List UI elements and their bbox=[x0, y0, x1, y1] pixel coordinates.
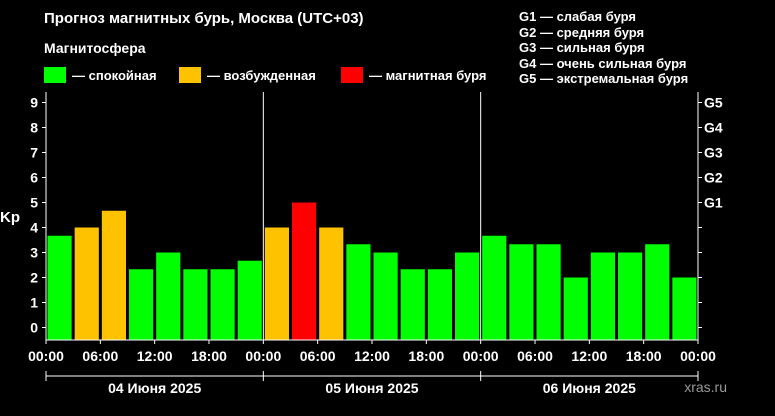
y-tick-label: 4 bbox=[30, 220, 38, 236]
y-tick-label: 2 bbox=[30, 270, 38, 286]
y-tick-label: 9 bbox=[30, 95, 38, 111]
x-tick-label: 00:00 bbox=[463, 348, 499, 364]
watermark: xras.ru bbox=[684, 379, 727, 395]
x-tick-label: 18:00 bbox=[626, 348, 662, 364]
legend-label-storm: — магнитная буря bbox=[369, 67, 487, 83]
kp-bar bbox=[346, 244, 371, 340]
x-tick-label: 18:00 bbox=[191, 348, 227, 364]
legend-title: Магнитосфера bbox=[44, 40, 146, 56]
kp-bar bbox=[101, 210, 126, 340]
kp-bar bbox=[672, 277, 697, 340]
x-tick-label: 00:00 bbox=[28, 348, 64, 364]
g-scale-tick-label: G1 bbox=[704, 195, 723, 211]
y-tick-label: 8 bbox=[30, 120, 38, 136]
g-scale-item-g3: G3 — сильная буря bbox=[519, 40, 645, 55]
legend-swatch-quiet bbox=[44, 67, 66, 83]
g-scale-item-g5: G5 — экстремальная буря bbox=[519, 71, 689, 86]
g-scale-item-g1: G1 — слабая буря bbox=[519, 9, 637, 24]
day-label: 05 Июня 2025 bbox=[325, 380, 418, 396]
x-tick-label: 12:00 bbox=[354, 348, 390, 364]
kp-bar bbox=[455, 252, 480, 340]
kp-bar bbox=[237, 260, 262, 340]
kp-bar bbox=[183, 269, 208, 340]
day-label: 06 Июня 2025 bbox=[543, 380, 636, 396]
x-tick-label: 12:00 bbox=[571, 348, 607, 364]
kp-bar bbox=[264, 227, 289, 340]
kp-bar bbox=[645, 244, 670, 340]
kp-bar bbox=[292, 202, 317, 340]
kp-bar bbox=[590, 252, 615, 340]
x-tick-label: 18:00 bbox=[408, 348, 444, 364]
legend-swatch-storm bbox=[341, 67, 363, 83]
kp-bar bbox=[319, 227, 344, 340]
legend-swatch-active bbox=[179, 67, 201, 83]
kp-bar bbox=[536, 244, 561, 340]
g-scale-tick-label: G2 bbox=[704, 170, 723, 186]
g-scale-item-g2: G2 — средняя буря bbox=[519, 24, 645, 40]
g-scale-list: G1 — слабая буря G2 — средняя буря G3 — … bbox=[519, 9, 688, 87]
kp-bar bbox=[482, 235, 507, 340]
g-scale-tick-label: G4 bbox=[704, 120, 723, 136]
day-label: 04 Июня 2025 bbox=[108, 380, 201, 396]
kp-bar bbox=[47, 235, 72, 340]
g-scale-item-g4: G4 — очень сильная буря bbox=[519, 55, 687, 71]
kp-bar bbox=[373, 252, 398, 340]
x-tick-label: 06:00 bbox=[517, 348, 553, 364]
kp-bar bbox=[427, 269, 452, 340]
y-tick-label: 5 bbox=[30, 195, 38, 211]
y-tick-label: 3 bbox=[30, 245, 38, 261]
kp-bar bbox=[210, 269, 235, 340]
g-scale-tick-label: G3 bbox=[704, 145, 723, 161]
x-tick-label: 00:00 bbox=[245, 348, 281, 364]
x-tick-label: 12:00 bbox=[137, 348, 173, 364]
x-tick-label: 06:00 bbox=[300, 348, 336, 364]
kp-bar bbox=[400, 269, 425, 340]
kp-bar bbox=[618, 252, 643, 340]
y-tick-label: 7 bbox=[30, 145, 38, 161]
y-tick-label: 1 bbox=[30, 295, 38, 311]
kp-bar bbox=[509, 244, 534, 340]
legend-item-quiet: — спокойная bbox=[44, 66, 157, 84]
legend-item-storm: — магнитная буря bbox=[341, 66, 486, 84]
kp-bar bbox=[129, 269, 154, 340]
legend-item-active: — возбужденная bbox=[179, 66, 316, 84]
kp-bar bbox=[563, 277, 588, 340]
legend-label-quiet: — спокойная bbox=[72, 67, 157, 83]
y-tick-label: 6 bbox=[30, 170, 38, 186]
legend-label-active: — возбужденная bbox=[207, 67, 316, 83]
kp-bar bbox=[74, 227, 99, 340]
x-tick-label: 06:00 bbox=[82, 348, 118, 364]
g-scale-tick-label: G5 bbox=[704, 95, 723, 111]
chart-title: Прогноз магнитных бурь, Москва (UTC+03) bbox=[44, 10, 364, 27]
y-tick-label: 0 bbox=[30, 320, 38, 336]
kp-bar bbox=[156, 252, 181, 340]
y-axis-label: Kp bbox=[0, 209, 20, 226]
x-tick-label: 00:00 bbox=[680, 348, 716, 364]
